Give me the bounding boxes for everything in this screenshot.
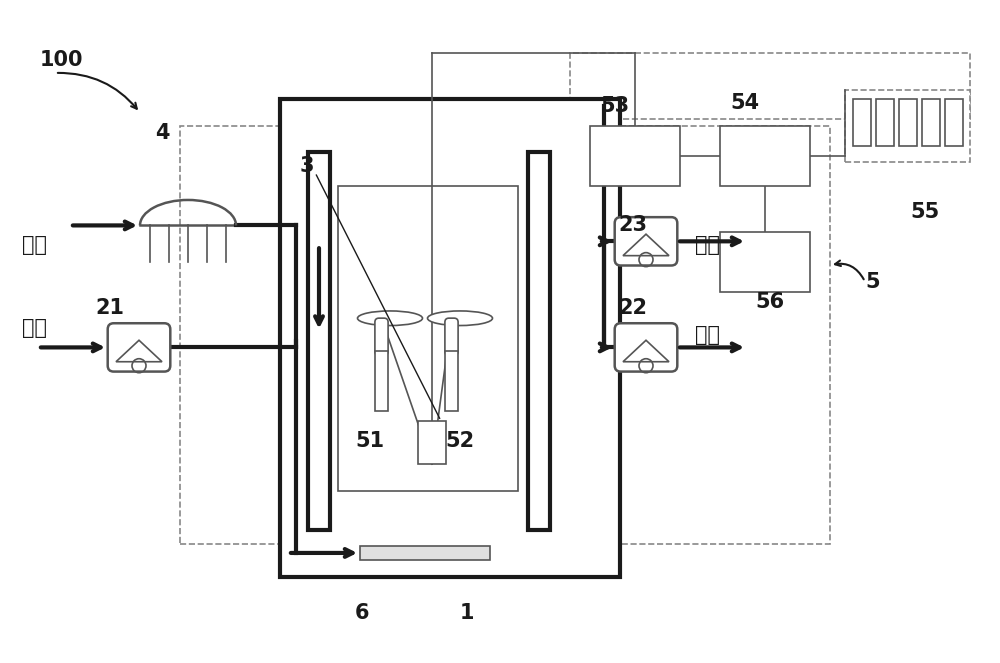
Bar: [720, 232, 810, 292]
Bar: [899, 99, 917, 146]
Bar: [280, 99, 620, 577]
FancyBboxPatch shape: [615, 217, 677, 265]
Bar: [845, 90, 970, 162]
Ellipse shape: [428, 311, 493, 326]
FancyBboxPatch shape: [445, 318, 458, 355]
Bar: [418, 421, 446, 464]
Text: 53: 53: [600, 96, 629, 116]
Text: 22: 22: [618, 298, 647, 318]
Text: 51: 51: [355, 431, 384, 451]
Bar: [853, 99, 871, 146]
Text: 5: 5: [865, 272, 880, 292]
Text: 出水: 出水: [695, 325, 720, 345]
Text: 6: 6: [355, 603, 370, 623]
FancyBboxPatch shape: [108, 324, 170, 371]
Bar: [876, 99, 894, 146]
Bar: [945, 99, 963, 146]
Text: 56: 56: [755, 292, 784, 312]
Bar: [528, 152, 550, 530]
Text: 污泥: 污泥: [695, 235, 720, 255]
Bar: [570, 53, 970, 119]
Bar: [590, 126, 680, 186]
FancyBboxPatch shape: [615, 324, 677, 371]
FancyBboxPatch shape: [375, 318, 388, 355]
Text: 4: 4: [155, 123, 170, 143]
Bar: [338, 186, 518, 491]
Bar: [360, 546, 490, 560]
Text: 55: 55: [910, 202, 939, 222]
Bar: [375, 351, 388, 411]
Bar: [445, 351, 458, 411]
Bar: [308, 152, 330, 530]
Bar: [180, 126, 830, 544]
Text: 23: 23: [618, 215, 647, 235]
Text: 进水: 进水: [22, 318, 47, 338]
Text: 100: 100: [40, 50, 84, 70]
Text: 3: 3: [300, 156, 314, 176]
Text: 52: 52: [445, 431, 474, 451]
Bar: [922, 99, 940, 146]
Text: 1: 1: [460, 603, 475, 623]
Text: 54: 54: [730, 93, 759, 113]
Bar: [720, 126, 810, 186]
Ellipse shape: [358, 311, 423, 326]
Text: 21: 21: [95, 298, 124, 318]
Text: 空气: 空气: [22, 235, 47, 255]
